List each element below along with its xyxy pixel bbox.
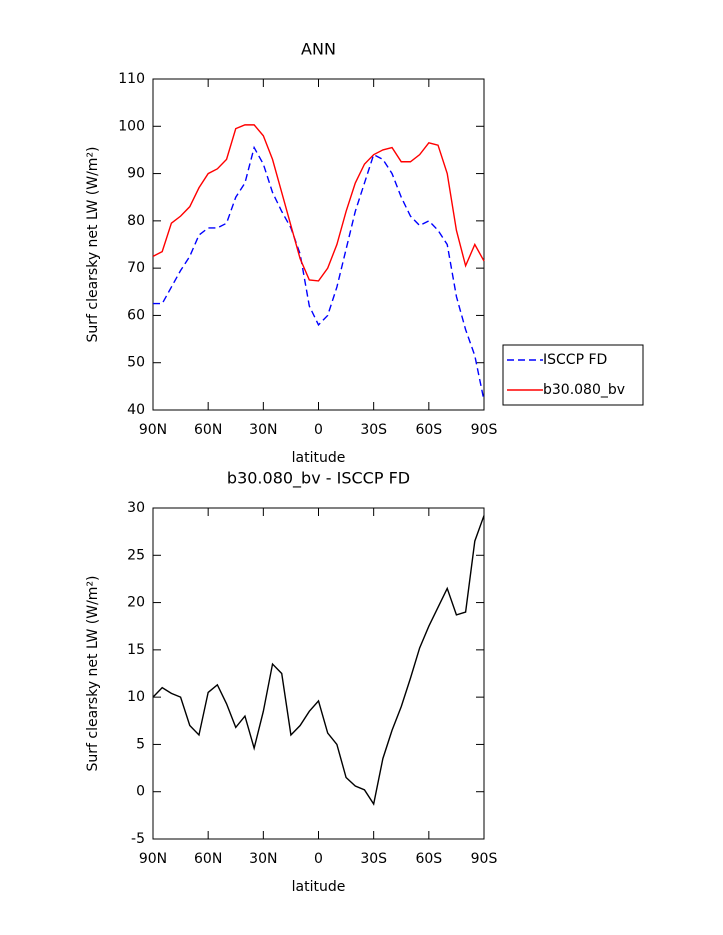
x-tick-label: 60S [415, 851, 442, 867]
x-tick-label: 60S [415, 422, 442, 438]
x-axis-label: latitude [292, 879, 346, 895]
x-tick-label: 90N [139, 422, 167, 438]
y-tick-label: 50 [127, 355, 145, 371]
y-axis-label: Surf clearsky net LW (W/m²) [85, 146, 101, 342]
x-axis-label: latitude [292, 450, 346, 466]
x-tick-label: 0 [314, 422, 323, 438]
legend-label: ISCCP FD [543, 352, 607, 368]
x-tick-label: 30N [249, 851, 277, 867]
legend-box [502, 344, 644, 406]
y-tick-label: 20 [127, 595, 145, 611]
x-tick-label: 90S [471, 851, 498, 867]
y-tick-label: 70 [127, 260, 145, 276]
x-tick-label: 0 [314, 851, 323, 867]
y-axis-label: Surf clearsky net LW (W/m²) [85, 575, 101, 771]
y-tick-label: 0 [136, 784, 145, 800]
x-tick-label: 30N [249, 422, 277, 438]
y-tick-label: -5 [131, 831, 145, 847]
y-tick-label: 15 [127, 642, 145, 658]
plot-frame [152, 507, 485, 840]
y-tick-label: 110 [118, 71, 145, 87]
series-line [153, 145, 485, 401]
legend-label: b30.080_bv [543, 382, 625, 398]
y-tick-label: 100 [118, 118, 145, 134]
chart-title: b30.080_bv - ISCCP FD [227, 469, 410, 489]
x-tick-label: 90N [139, 851, 167, 867]
plot-frame [152, 78, 485, 411]
x-tick-label: 90S [471, 422, 498, 438]
y-tick-label: 60 [127, 307, 145, 323]
series-line [152, 515, 485, 806]
x-tick-label: 60N [194, 422, 222, 438]
x-tick-label: 60N [194, 851, 222, 867]
y-tick-label: 30 [127, 500, 145, 516]
y-tick-label: 40 [127, 402, 145, 418]
x-tick-label: 30S [360, 422, 387, 438]
y-tick-label: 25 [127, 547, 145, 563]
y-tick-label: 5 [136, 736, 145, 752]
chart-title: ANN [301, 40, 336, 59]
series-line [152, 124, 485, 282]
y-tick-label: 10 [127, 689, 145, 705]
y-tick-label: 90 [127, 166, 145, 182]
x-tick-label: 30S [360, 851, 387, 867]
y-tick-label: 80 [127, 213, 145, 229]
